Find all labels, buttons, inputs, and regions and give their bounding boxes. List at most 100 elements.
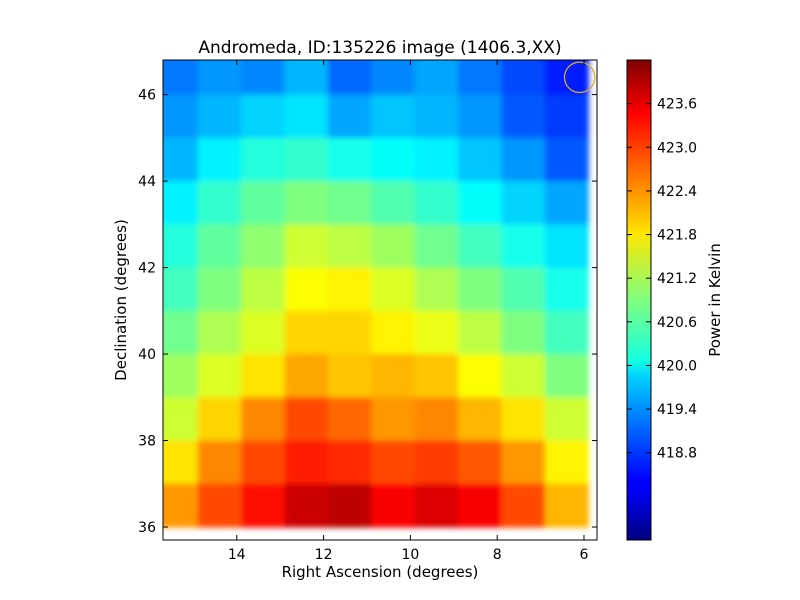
heatmap-cell — [544, 224, 589, 269]
heatmap-cell — [284, 397, 329, 442]
heatmap-cell — [458, 354, 503, 398]
y-axis: 36 38 40 42 44 46 — [138, 88, 597, 536]
colorbar-tick-label: 421.8 — [657, 228, 697, 244]
heatmap-cell — [371, 137, 416, 182]
heatmap-cell — [414, 440, 459, 485]
heatmap-cell — [197, 267, 242, 312]
heatmap-cell — [197, 440, 242, 485]
heatmap-cell — [327, 137, 372, 182]
heatmap-cell — [241, 310, 286, 355]
heatmap-cell — [241, 224, 286, 269]
heatmap-cell — [327, 224, 372, 269]
heatmap-cell — [371, 440, 416, 485]
heatmap-cell — [163, 137, 199, 182]
heatmap-cell — [197, 181, 242, 225]
y-tick-label: 42 — [138, 261, 156, 277]
heatmap-cell — [197, 224, 242, 269]
heatmap-cell — [327, 181, 372, 225]
y-tick-label: 36 — [138, 520, 156, 536]
plot-frame — [162, 59, 598, 541]
heatmap-cell — [327, 440, 372, 485]
heatmap-cell — [544, 181, 589, 225]
x-axis-label: Right Ascension (degrees) — [282, 563, 479, 581]
heatmap-cell — [284, 440, 329, 485]
heatmap-cell — [163, 354, 199, 398]
x-tick-label: 8 — [493, 547, 502, 563]
y-axis-label: Declination (degrees) — [112, 219, 130, 381]
heatmap-cell — [371, 310, 416, 355]
heatmap-cell — [414, 397, 459, 442]
heatmap-cell — [197, 483, 242, 528]
heatmap-cell — [241, 137, 286, 182]
heatmap-cell — [501, 440, 546, 485]
heatmap-cell — [241, 181, 286, 225]
heatmap-cell — [458, 267, 503, 312]
heatmap-cell — [544, 310, 589, 355]
heatmap-cell — [501, 267, 546, 312]
heatmap-cell — [327, 397, 372, 442]
heatmap-cell — [284, 267, 329, 312]
heatmap-cell — [458, 440, 503, 485]
heatmap-cell — [197, 60, 242, 96]
colorbar: 418.8 419.4 420.0 420.6 421.2 421.8 422.4 423.0… — [626, 59, 724, 541]
heatmap-cell — [371, 224, 416, 269]
heatmap-cell — [501, 94, 546, 139]
heatmap-cell — [544, 267, 589, 312]
heatmap-cell — [197, 397, 242, 442]
x-tick-label: 12 — [315, 547, 333, 563]
colorbar-tick-label: 418.8 — [657, 446, 697, 462]
heatmap-cell — [163, 60, 199, 96]
heatmap-cell — [163, 397, 199, 442]
heatmap-cell — [371, 267, 416, 312]
heatmap-cell — [458, 137, 503, 182]
heatmap-cell — [284, 94, 329, 139]
heatmap-cell — [501, 483, 546, 528]
heatmap-cell — [371, 94, 416, 139]
x-axis: 14 12 10 8 6 — [228, 60, 589, 563]
colorbar-tick-label: 420.6 — [657, 315, 697, 331]
y-tick-label: 38 — [138, 434, 156, 450]
x-tick-label: 6 — [580, 547, 589, 563]
heatmap-cell — [163, 440, 199, 485]
heatmap-cell — [197, 310, 242, 355]
heatmap-cell — [458, 310, 503, 355]
heatmap-cell — [241, 483, 286, 528]
heatmap-cell — [197, 354, 242, 398]
heatmap-cell — [163, 224, 199, 269]
colorbar-label: Power in Kelvin — [706, 243, 724, 357]
heatmap-cell — [458, 94, 503, 139]
heatmap — [163, 60, 597, 540]
heatmap-cell — [284, 181, 329, 225]
heatmap-cell — [241, 267, 286, 312]
heatmap-cell — [501, 224, 546, 269]
heatmap-cell — [284, 60, 329, 96]
colorbar-tick-label: 421.2 — [657, 271, 697, 287]
colorbar-tick-label: 423.0 — [657, 140, 697, 156]
heatmap-cell — [544, 440, 589, 485]
heatmap-cell — [458, 483, 503, 528]
heatmap-cell — [414, 137, 459, 182]
heatmap-cell — [414, 224, 459, 269]
heatmap-cell — [458, 397, 503, 442]
colorbar-gradient — [627, 60, 651, 540]
heatmap-cell — [163, 483, 199, 528]
y-tick-label: 40 — [138, 347, 156, 363]
beam-marker-circle — [563, 61, 596, 94]
y-tick-label: 44 — [138, 174, 156, 190]
heatmap-cell — [371, 60, 416, 96]
heatmap-cell — [501, 354, 546, 398]
heatmap-cell — [163, 181, 199, 225]
heatmap-cell — [241, 60, 286, 96]
heatmap-cell — [458, 60, 503, 96]
heatmap-cell — [163, 310, 199, 355]
heatmap-cell — [371, 181, 416, 225]
heatmap-cell — [544, 94, 589, 139]
heatmap-cell — [414, 354, 459, 398]
colorbar-tick-label: 419.4 — [657, 402, 697, 418]
heatmap-cell — [327, 94, 372, 139]
heatmap-cell — [327, 354, 372, 398]
heatmap-cell — [371, 483, 416, 528]
heatmap-cell — [544, 483, 589, 528]
heatmap-cell — [371, 397, 416, 442]
